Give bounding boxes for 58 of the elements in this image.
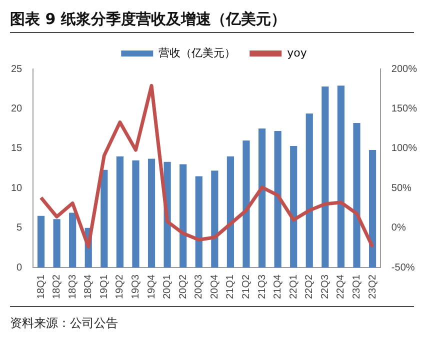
bar	[306, 113, 313, 268]
bar	[37, 216, 45, 268]
x-tick-label: 22Q3	[320, 274, 331, 300]
legend-label: yoy	[287, 46, 308, 60]
x-tick-label: 20Q3	[194, 274, 205, 300]
y-tick-label: 20	[11, 103, 23, 114]
x-tick-label: 22Q1	[288, 274, 300, 300]
x-tick-label: 18Q2	[52, 274, 63, 300]
bar	[368, 150, 376, 268]
x-tick-label: 19Q2	[114, 274, 126, 300]
x-tick-label: 22Q2	[304, 274, 316, 300]
bar	[274, 130, 282, 268]
y2-tick-label: 0%	[391, 222, 406, 234]
y-tick-label: 15	[11, 143, 23, 154]
x-tick-label: 23Q2	[367, 274, 378, 300]
chart-title: 图表 9 纸浆分季度营收及增速（亿美元）	[10, 10, 414, 33]
x-tick-label: 21Q2	[240, 274, 252, 300]
y2-tick-label: 200%	[391, 64, 418, 75]
x-tick-label: 19Q3	[130, 274, 142, 300]
bar	[211, 170, 218, 268]
x-tick-label: 22Q4	[336, 274, 347, 300]
x-tick-label: 21Q1	[225, 274, 236, 300]
bar	[195, 176, 202, 268]
y2-tick-label: -50%	[391, 262, 415, 274]
bar	[242, 140, 250, 268]
y-tick-label: 5	[16, 222, 23, 234]
bar	[337, 86, 345, 268]
text: 资料来源：公司公告	[10, 306, 414, 332]
bar	[290, 146, 298, 268]
x-tick-label: 20Q4	[209, 274, 220, 300]
bar	[53, 219, 60, 268]
y-tick-label: 0	[16, 262, 23, 274]
bar	[322, 86, 329, 268]
x-tick-label: 18Q4	[83, 274, 94, 300]
x-tick-label: 19Q4	[146, 274, 158, 300]
bar	[353, 123, 360, 268]
y2-tick-label: 50%	[391, 182, 412, 194]
y-tick-label: 10	[11, 182, 23, 194]
x-tick-label: 18Q1	[36, 274, 47, 300]
x-tick-label: 20Q1	[162, 274, 174, 300]
bar	[180, 164, 187, 268]
bar	[100, 170, 108, 268]
x-tick-label: 21Q4	[272, 274, 284, 300]
bar	[132, 160, 140, 268]
bar	[258, 128, 266, 268]
y-tick-label: 25	[11, 64, 23, 75]
legend-label: 营收（亿美元）	[158, 46, 236, 60]
x-tick-label: 23Q1	[351, 274, 362, 300]
y2-tick-label: 100%	[391, 143, 418, 154]
bar	[226, 156, 234, 268]
x-tick-label: 18Q3	[67, 274, 78, 300]
bar	[116, 156, 124, 268]
x-tick-label: 21Q3	[256, 274, 268, 300]
x-tick-label: 20Q2	[178, 274, 189, 300]
bar	[69, 212, 76, 268]
y2-tick-label: 150%	[391, 103, 418, 114]
x-tick-label: 19Q1	[98, 274, 110, 300]
bar	[148, 158, 156, 268]
